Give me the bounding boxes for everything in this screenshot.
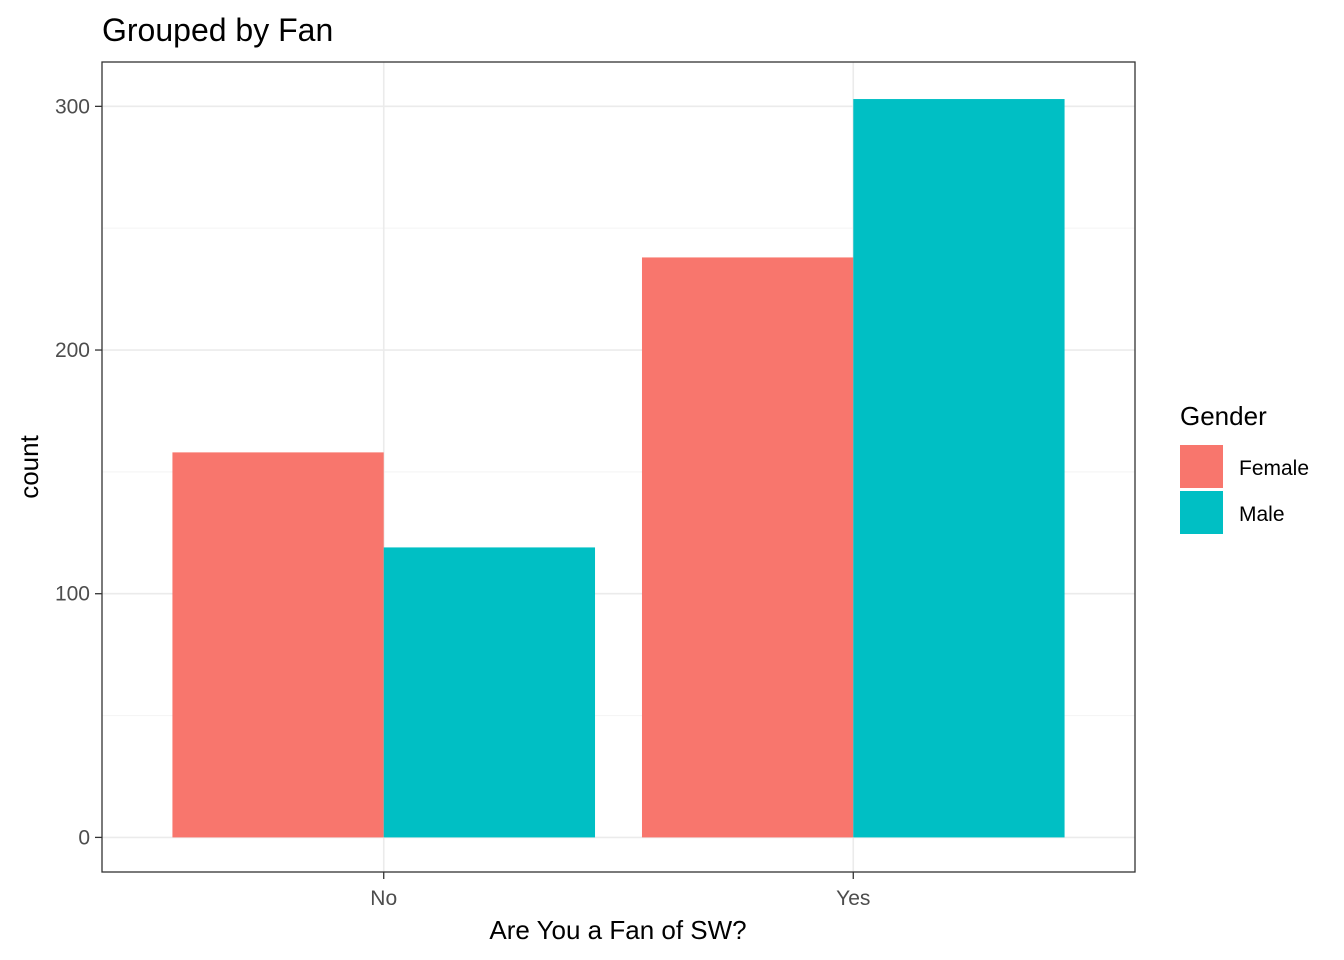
y-tick-label: 200: [55, 339, 90, 362]
x-axis-ticks: No Yes: [370, 872, 870, 910]
x-axis-title: Are You a Fan of SW?: [489, 915, 746, 945]
bar-female-yes: [641, 257, 854, 838]
legend-label-female: Female: [1239, 457, 1309, 480]
bar-female-no: [172, 452, 384, 838]
y-tick-label: 0: [78, 826, 90, 849]
legend: Gender Female Male: [1180, 401, 1309, 534]
y-tick-label: 100: [55, 583, 90, 606]
y-tick-label: 300: [55, 95, 90, 118]
legend-title: Gender: [1180, 401, 1267, 431]
legend-label-male: Male: [1239, 503, 1285, 526]
panel-border: [101, 61, 1136, 873]
y-axis-title: count: [14, 434, 44, 498]
chart-title: Grouped by Fan: [102, 12, 333, 48]
legend-key-female: [1180, 445, 1223, 488]
bar-male-yes: [853, 99, 1065, 838]
bar-male-no: [383, 547, 596, 838]
bars: [172, 99, 1065, 838]
x-tick-label: No: [370, 887, 397, 910]
y-axis-ticks: 0 100 200 300: [55, 95, 102, 849]
legend-key-male: [1180, 491, 1223, 534]
x-tick-label: Yes: [836, 887, 870, 910]
